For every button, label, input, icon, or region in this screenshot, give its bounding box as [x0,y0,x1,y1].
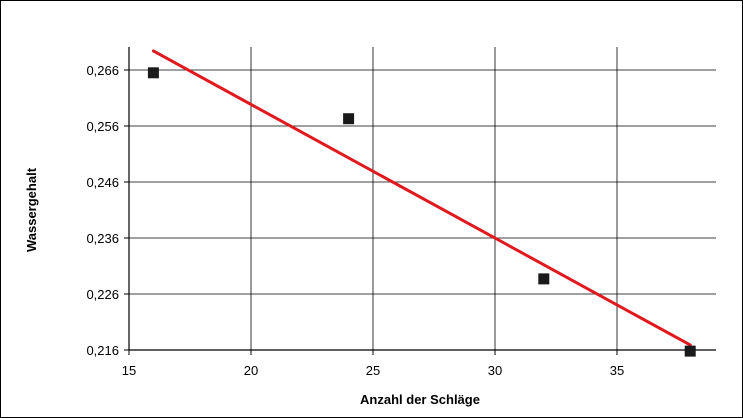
y-axis-title: Wassergehalt [24,167,39,252]
data-point [343,113,355,125]
x-tick-label: 15 [122,363,136,378]
axis-layer [124,47,716,355]
data-point [538,273,550,285]
trendline [151,49,692,347]
y-tick-label: 0,216 [86,343,119,358]
data-point [147,67,159,79]
trendline-layer [151,49,692,347]
x-tick-label: 20 [244,363,258,378]
x-axis-title: Anzahl der Schläge [360,392,480,407]
y-tick-label: 0,236 [86,231,119,246]
y-tick-label: 0,256 [86,119,119,134]
data-point [684,345,696,357]
y-tick-label: 0,246 [86,175,119,190]
y-tick-label: 0,226 [86,287,119,302]
data-point-layer [147,67,696,357]
tick-label-layer: 0,216 0,226 0,236 0,246 0,256 0,266 15 20 25 30 35 [86,63,624,378]
y-tick-label: 0,266 [86,63,119,78]
x-tick-label: 30 [488,363,502,378]
x-tick-label: 25 [366,363,380,378]
x-tick-label: 35 [610,363,624,378]
